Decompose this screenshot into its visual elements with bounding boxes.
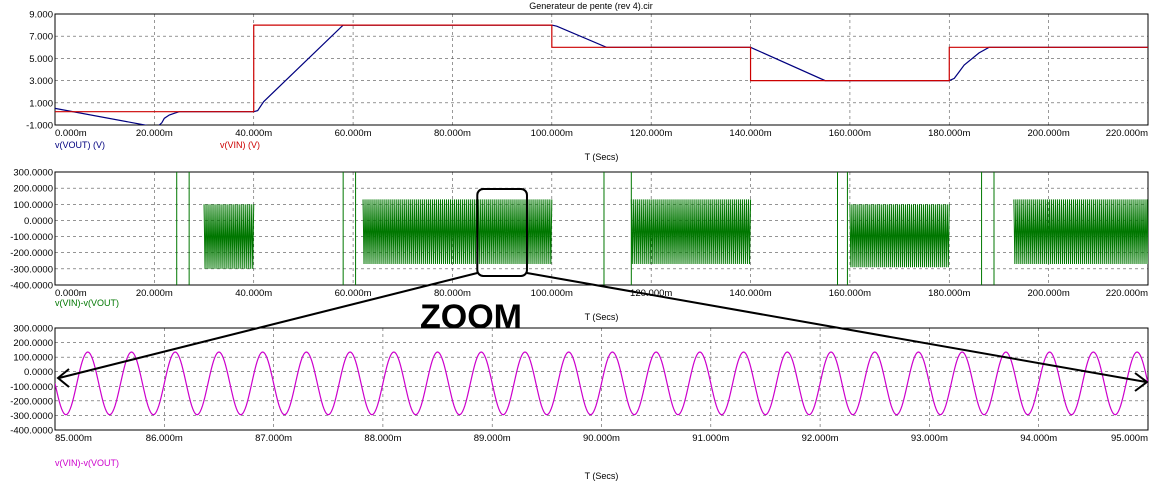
x-tick-label: 88.000m: [364, 433, 401, 444]
y-tick-label: -1.000: [26, 121, 53, 132]
x-tick-label: 200.000m: [1028, 128, 1070, 139]
series-middle-0: [176, 172, 1148, 285]
x-axis-label: T (Secs): [585, 312, 619, 322]
x-tick-label: 160.000m: [829, 288, 871, 299]
x-tick-label: 91.000m: [692, 433, 729, 444]
x-tick-label: 200.000m: [1028, 288, 1070, 299]
y-tick-label: -200.0000: [10, 248, 53, 259]
trace-line: [55, 24, 1148, 125]
trace-burst: [1013, 199, 1148, 265]
x-tick-label: 85.000m: [55, 433, 92, 444]
zoom-label: ZOOM: [420, 298, 522, 336]
y-tick-label: 3.000: [29, 76, 53, 87]
y-tick-label: 5.000: [29, 54, 53, 65]
y-tick-label: -100.0000: [10, 382, 53, 393]
trace-burst: [203, 204, 255, 269]
x-tick-label: 89.000m: [474, 433, 511, 444]
y-tick-label: -400.0000: [10, 281, 53, 292]
y-tick-label: 7.000: [29, 32, 53, 43]
y-tick-label: 300.0000: [13, 168, 53, 179]
zoom-arrowhead-left: [56, 368, 70, 388]
trace-line: [55, 24, 1148, 113]
y-tick-label: -300.0000: [10, 411, 53, 422]
y-tick-label: -300.0000: [10, 264, 53, 275]
y-tick-label: -200.0000: [10, 396, 53, 407]
x-tick-label: 93.000m: [911, 433, 948, 444]
x-tick-label: 0.000m: [55, 288, 87, 299]
x-tick-label: 40.000m: [235, 128, 272, 139]
x-tick-label: 100.000m: [531, 288, 573, 299]
y-tick-label: 0.0000: [24, 367, 53, 378]
y-tick-label: 100.0000: [13, 200, 53, 211]
x-tick-label: 87.000m: [255, 433, 292, 444]
legend-middle-0: v(VIN)-v(VOUT): [55, 298, 119, 308]
trace-burst: [362, 199, 553, 265]
x-tick-label: 95.000m: [1111, 433, 1148, 444]
x-tick-label: 140.000m: [729, 128, 771, 139]
x-tick-label: 180.000m: [928, 128, 970, 139]
x-tick-label: 140.000m: [729, 288, 771, 299]
y-tick-label: 300.0000: [13, 324, 53, 335]
plot-frame: [54, 327, 1149, 431]
zoom-box: [476, 188, 528, 277]
zoom-annotation: [56, 188, 1149, 392]
plot-middle: 0.000m 20.000m 40.000m 60.000m 80.000m 100.00…: [10, 168, 1149, 322]
plot-frame: [54, 13, 1149, 126]
x-tick-label: 94.000m: [1020, 433, 1057, 444]
legend-bottom-0: v(VIN)-v(VOUT): [55, 458, 119, 468]
x-tick-label: 220.000m: [1106, 288, 1148, 299]
zoom-arrowhead-right: [1134, 372, 1149, 392]
series-bottom-0: [55, 351, 1148, 416]
x-tick-label: 220.000m: [1106, 128, 1148, 139]
x-tick-label: 120.000m: [630, 128, 672, 139]
x-tick-label: 0.000m: [55, 128, 87, 139]
x-tick-label: 20.000m: [136, 288, 173, 299]
y-tick-label: 100.0000: [13, 353, 53, 364]
series-top-1: [55, 24, 1148, 113]
x-tick-label: 90.000m: [583, 433, 620, 444]
y-tick-label: -400.0000: [10, 426, 53, 437]
x-tick-label: 120.000m: [630, 288, 672, 299]
trace-burst: [849, 204, 950, 268]
y-tick-label: -100.0000: [10, 232, 53, 243]
x-tick-label: 92.000m: [802, 433, 839, 444]
y-tick-label: 9.000: [29, 10, 53, 21]
x-tick-label: 20.000m: [136, 128, 173, 139]
x-axis-label: T (Secs): [585, 152, 619, 162]
x-tick-label: 160.000m: [829, 128, 871, 139]
x-axis-label: T (Secs): [585, 471, 619, 481]
y-tick-label: 200.0000: [13, 184, 53, 195]
series-top-0: [55, 24, 1148, 125]
y-tick-label: 200.0000: [13, 338, 53, 349]
y-tick-label: 0.0000: [24, 216, 53, 227]
trace-sine: [55, 351, 1148, 416]
x-tick-label: 40.000m: [235, 288, 272, 299]
plot-frame: [54, 171, 1149, 286]
x-tick-label: 80.000m: [434, 128, 471, 139]
zoom-arrow-left: [58, 272, 478, 379]
zoom-arrow-right: [526, 272, 1147, 383]
plot-top: 0.000m 20.000m 40.000m 60.000m 80.000m 100.00…: [26, 10, 1149, 162]
chart-title: Generateur de pente (rev 4).cir: [529, 1, 653, 11]
legend-top-0: v(VOUT) (V): [55, 140, 105, 150]
legend-top-1: v(VIN) (V): [220, 140, 260, 150]
x-tick-label: 60.000m: [335, 288, 372, 299]
x-tick-label: 180.000m: [928, 288, 970, 299]
plot-bottom: 85.000m 86.000m 87.000m 88.000m 89.000m 90.00…: [10, 324, 1149, 481]
x-tick-label: 86.000m: [146, 433, 183, 444]
x-tick-label: 80.000m: [434, 288, 471, 299]
x-tick-label: 100.000m: [531, 128, 573, 139]
x-tick-label: 60.000m: [335, 128, 372, 139]
y-tick-label: 1.000: [29, 98, 53, 109]
trace-burst: [630, 199, 752, 265]
